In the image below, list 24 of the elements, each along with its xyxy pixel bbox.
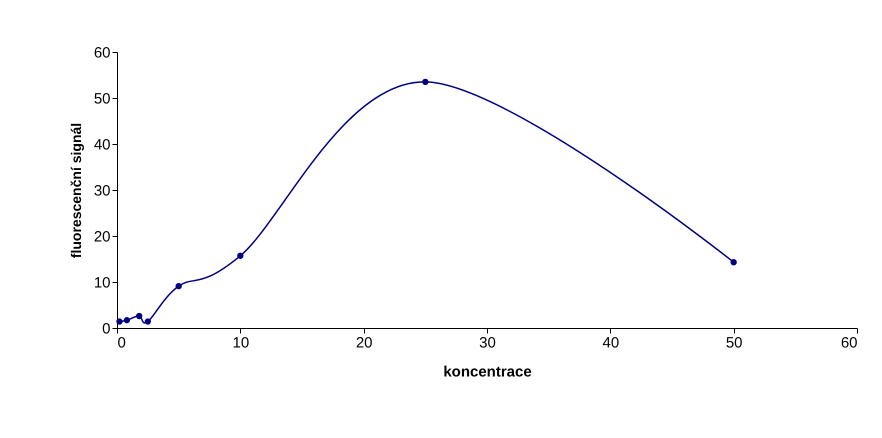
x-tick-label: 10 [232, 334, 250, 352]
point [116, 318, 123, 325]
point [136, 312, 142, 320]
y-tick-label: 20 [94, 228, 110, 246]
x-tick-label: 50 [726, 334, 743, 352]
x-tick-label: 30 [479, 334, 496, 352]
y-tick-label: 60 [94, 44, 110, 62]
y-tick-label: 10 [94, 274, 110, 292]
x-tick-label: 60 [840, 334, 858, 352]
y-tick-label: 40 [94, 136, 110, 154]
point [176, 282, 182, 290]
y-tick-label: 0 [102, 320, 110, 338]
point [237, 252, 244, 259]
x-tick-label: 0 [118, 334, 126, 352]
x-tick-label: 40 [602, 334, 620, 352]
y-axis-title: fluorescenční signál [68, 122, 84, 258]
point [124, 317, 130, 324]
x-axis-title: koncentrace [443, 364, 532, 380]
point [144, 318, 151, 325]
y-tick-label: 50 [94, 90, 110, 108]
point [422, 78, 428, 86]
x-tick-label: 20 [356, 334, 373, 352]
point [730, 259, 737, 266]
y-tick-label: 30 [94, 182, 110, 200]
